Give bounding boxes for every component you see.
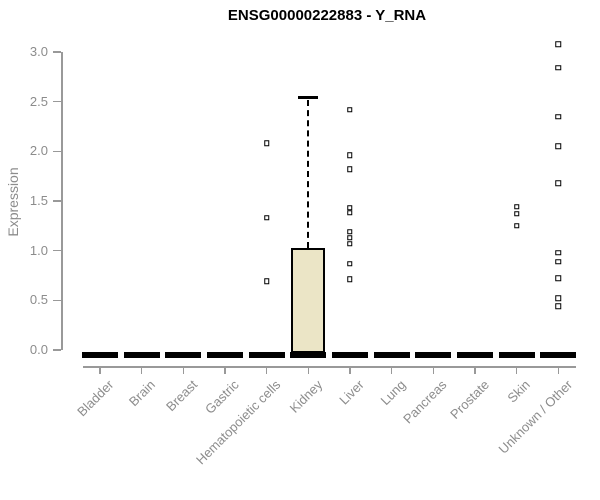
x-category-label: Pancreas <box>400 377 450 427</box>
box-median-bar <box>290 352 327 358</box>
outlier-point <box>555 113 561 120</box>
x-category-label: Breast <box>162 377 200 415</box>
x-category-label: Unknown / Other <box>495 377 575 457</box>
box-median-bar <box>82 352 118 358</box>
y-tick-mark <box>53 200 61 202</box>
x-category-label: Liver <box>336 377 367 408</box>
whisker-line <box>307 99 310 248</box>
outlier-point <box>263 278 270 285</box>
whisker-cap <box>298 96 319 100</box>
x-category-label: Bladder <box>74 377 117 420</box>
outlier-point <box>555 180 561 186</box>
y-tick-label: 0.5 <box>29 292 48 308</box>
outlier-point <box>555 41 561 47</box>
x-category-label: Brain <box>126 377 159 410</box>
x-axis-line <box>83 366 576 368</box>
outlier-point <box>347 276 353 283</box>
y-tick-label: 1.0 <box>29 242 48 258</box>
box-median-bar <box>456 352 493 358</box>
y-tick-label: 3.0 <box>29 44 48 59</box>
y-axis-line <box>61 52 63 350</box>
x-tick-mark <box>557 367 559 374</box>
outlier-point <box>555 295 561 302</box>
outlier-point <box>347 166 353 172</box>
box-iqr <box>291 247 326 353</box>
y-tick-mark <box>53 249 61 252</box>
x-tick-mark <box>224 367 226 374</box>
x-category-label: Kidney <box>286 377 325 416</box>
box-median-bar <box>373 352 410 358</box>
box-median-bar <box>415 352 452 358</box>
box-median-bar <box>165 352 202 358</box>
y-tick-mark <box>53 349 61 351</box>
outlier-point <box>347 240 353 247</box>
y-tick-label: 2.0 <box>29 143 48 159</box>
outlier-point <box>263 140 270 147</box>
outlier-point <box>555 258 561 265</box>
outlier-point <box>555 143 561 150</box>
outlier-point <box>555 249 561 256</box>
outlier-point <box>347 235 353 241</box>
outlier-point <box>347 229 353 235</box>
outlier-point <box>555 303 561 310</box>
x-category-label: Skin <box>504 377 534 406</box>
x-tick-mark <box>515 367 518 374</box>
box-median-bar <box>248 352 285 358</box>
x-category-label: Prostate <box>446 377 492 422</box>
x-tick-mark <box>140 367 143 374</box>
x-tick-mark <box>265 367 268 374</box>
outlier-point <box>513 211 520 217</box>
outlier-point <box>347 210 353 216</box>
box-median-bar <box>331 352 368 358</box>
outlier-point <box>555 275 561 282</box>
outlier-point <box>513 223 520 229</box>
x-tick-mark <box>99 367 101 374</box>
chart-title: ENSG00000222883 - Y_RNA <box>227 7 427 24</box>
box-median-bar <box>498 352 535 358</box>
outlier-point <box>347 152 353 159</box>
box-median-bar <box>123 352 160 358</box>
outlier-point <box>347 260 353 267</box>
x-tick-mark <box>432 367 435 374</box>
outlier-point <box>555 65 561 71</box>
x-tick-mark <box>474 367 476 374</box>
outlier-point <box>263 215 270 221</box>
y-tick-label: 2.5 <box>29 93 48 109</box>
x-tick-mark <box>307 367 310 374</box>
x-tick-mark <box>182 367 185 374</box>
box-median-bar <box>206 352 243 358</box>
y-tick-label: 0.0 <box>29 342 48 357</box>
outlier-point <box>347 106 353 113</box>
x-category-label: Gastric <box>201 377 242 417</box>
y-tick-mark <box>53 100 61 103</box>
x-category-label: Lung <box>377 377 409 409</box>
y-tick-mark <box>53 51 61 53</box>
x-tick-mark <box>349 367 351 374</box>
x-tick-mark <box>390 367 393 374</box>
y-tick-mark <box>53 150 61 153</box>
box-median-bar <box>540 352 577 358</box>
outlier-point <box>513 204 520 210</box>
y-tick-label: 1.5 <box>29 193 48 208</box>
y-tick-mark <box>53 299 61 302</box>
